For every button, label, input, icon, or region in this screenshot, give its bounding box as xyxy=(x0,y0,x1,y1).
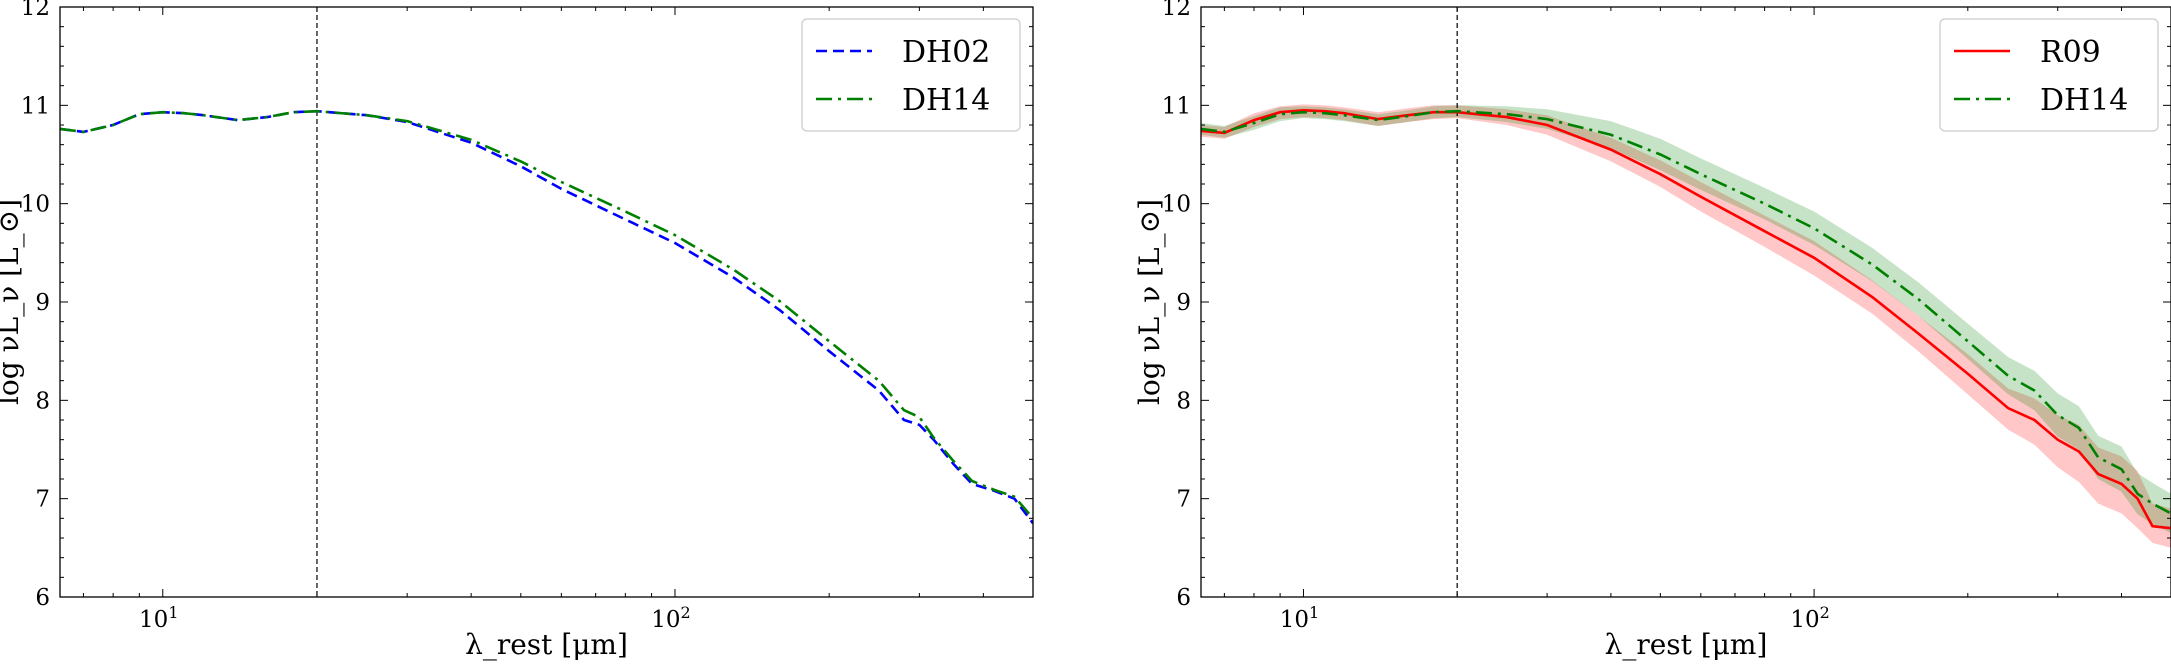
legend-label-dh14: DH14 xyxy=(2040,83,2128,118)
y-tick-label: 10 xyxy=(1162,192,1191,218)
x-tick-label: 102 xyxy=(651,603,690,633)
y-tick-label: 8 xyxy=(35,388,50,414)
x-tick-label: 102 xyxy=(1790,603,1829,633)
legend-box xyxy=(801,18,1021,132)
y-tick-label: 12 xyxy=(1162,0,1191,21)
series-line-r09 xyxy=(1201,108,2171,530)
y-axis-label: log νL_ν [L_⊙] xyxy=(1133,199,1166,405)
legend-label-dh14: DH14 xyxy=(902,83,990,118)
y-tick-label: 10 xyxy=(21,192,50,218)
y-tick-label: 7 xyxy=(1176,487,1191,513)
x-axis-label: λ_rest [μm] xyxy=(1605,628,1768,661)
plot-area xyxy=(1201,7,2171,597)
legend-box xyxy=(1939,18,2159,132)
y-tick-label: 7 xyxy=(35,487,50,513)
series-line-dh02 xyxy=(60,109,1033,525)
legend-label-r09: R09 xyxy=(2040,35,2101,70)
y-tick-label: 6 xyxy=(35,585,50,611)
x-axis-label: λ_rest [μm] xyxy=(465,628,628,661)
y-tick-label: 11 xyxy=(1162,93,1191,119)
y-axis-label: log νL_ν [L_⊙] xyxy=(0,199,25,405)
y-tick-label: 11 xyxy=(21,93,50,119)
y-tick-label: 12 xyxy=(21,0,50,21)
y-tick-label: 9 xyxy=(35,290,50,316)
band-r09 xyxy=(1201,104,2171,548)
band-dh14 xyxy=(1201,105,2171,534)
y-tick-label: 9 xyxy=(1176,290,1191,316)
legend: DH02 DH14 xyxy=(801,18,1021,132)
y-tick-label: 6 xyxy=(1176,585,1191,611)
x-tick-label: 101 xyxy=(139,603,178,633)
right-panel: 6 7 8 9 10 11 12 101 102 λ_rest [μm] log νL_ν [L_⊙… xyxy=(1133,0,2171,661)
legend-label-dh02: DH02 xyxy=(902,35,990,70)
series-line-dh14 xyxy=(60,109,1033,520)
x-tick-label: 101 xyxy=(1280,603,1319,633)
left-panel: 6 7 8 9 10 11 12 101 102 λ_rest [μm] log νL_ν [L_⊙… xyxy=(0,0,1034,661)
plot-area xyxy=(60,7,1033,597)
y-tick-label: 8 xyxy=(1176,388,1191,414)
legend: R09 DH14 xyxy=(1939,18,2159,132)
